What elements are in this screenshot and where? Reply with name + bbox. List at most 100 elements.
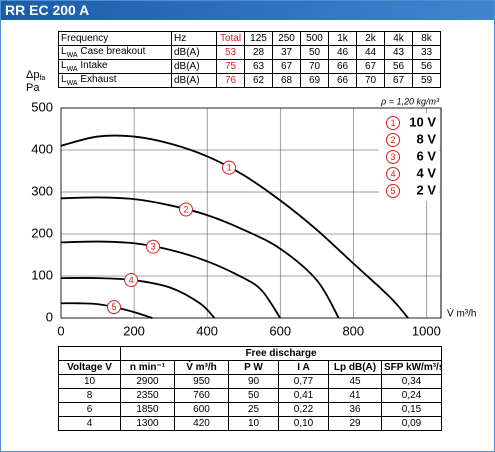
symbol-sub: WA xyxy=(66,66,78,73)
legend-marker-label: 5 xyxy=(390,186,395,196)
cell: 0,34 xyxy=(380,374,443,389)
cell: 56 xyxy=(412,59,441,74)
legend-label: 8 V xyxy=(416,131,436,146)
y-tick-label: 300 xyxy=(31,183,53,198)
row-name: Intake xyxy=(80,60,108,72)
cell: 56 xyxy=(384,59,413,74)
header-cell: P W xyxy=(228,360,279,375)
cell: 36 xyxy=(328,402,382,417)
y-axis-symbol: Δp xyxy=(26,69,39,81)
sound-table: Frequency Hz Total 125 250 500 1k 2k 4k 8k LWA Cas… xyxy=(58,31,441,88)
curve-marker-label: 3 xyxy=(151,242,156,252)
cell: 28 xyxy=(244,45,273,60)
curve xyxy=(60,302,153,319)
cell: 68 xyxy=(272,73,301,88)
cell: 67 xyxy=(384,73,413,88)
symbol: L xyxy=(61,74,67,86)
cell: 69 xyxy=(300,73,329,88)
header-cell: 8k xyxy=(412,31,441,46)
cell: 70 xyxy=(356,73,385,88)
header-cell: 250 xyxy=(272,31,301,46)
legend-label: 6 V xyxy=(416,148,436,163)
curve-marker-label: 1 xyxy=(227,163,232,173)
curve-marker-label: 5 xyxy=(111,302,116,312)
curve-marker xyxy=(106,300,121,315)
cell: 44 xyxy=(356,45,385,60)
cell: 45 xyxy=(328,374,382,389)
y-tick-label: 0 xyxy=(46,309,53,324)
symbol-sub: WA xyxy=(66,80,78,87)
cell: 43 xyxy=(384,45,413,60)
header-cell: Frequency xyxy=(58,31,172,46)
header-cell: 500 xyxy=(300,31,329,46)
header-cell: Hz xyxy=(171,31,217,46)
cell: 33 xyxy=(412,45,441,60)
curve-marker xyxy=(222,160,237,175)
title: RR EC 200 A xyxy=(5,2,90,18)
cell: 0,24 xyxy=(380,388,443,403)
cell: 67 xyxy=(356,59,385,74)
group-row: Free discharge xyxy=(58,346,443,361)
cell: dB(A) xyxy=(171,45,217,60)
cell: 600 xyxy=(174,402,229,417)
cell: 0,15 xyxy=(380,402,443,417)
legend-label: 2 V xyxy=(416,182,436,197)
cell: 29 xyxy=(328,416,382,431)
cell: 10 xyxy=(228,416,279,431)
row-name: Exhaust xyxy=(80,74,117,86)
curve-marker xyxy=(178,202,193,217)
cell: 1300 xyxy=(120,416,175,431)
legend-label: 4 V xyxy=(416,165,436,180)
legend-marker xyxy=(386,150,400,164)
cell: 4 xyxy=(58,416,121,431)
curve-marker xyxy=(124,273,139,288)
y-axis-label: Δpfa xyxy=(26,69,45,82)
curve-marker-label: 2 xyxy=(183,204,188,214)
row: 10 2900 950 90 0,77 45 0,34 xyxy=(58,374,443,389)
legend-marker-label: 2 xyxy=(390,135,395,145)
header-cell: Total xyxy=(216,31,245,46)
row: LWA Case breakout dB(A) 53 28 37 50 46 44 43 33 xyxy=(58,45,441,60)
cell: 8 xyxy=(58,388,121,403)
x-tick-label: 0 xyxy=(57,323,64,338)
row-name: Case breakout xyxy=(80,46,146,58)
cell: 950 xyxy=(174,374,229,389)
legend-marker xyxy=(386,167,400,181)
header-cell: 4k xyxy=(384,31,413,46)
cell: 53 xyxy=(216,45,245,60)
header-cell: 1k xyxy=(328,31,357,46)
cell: 6 xyxy=(58,402,121,417)
header-cell: Lp dB(A) xyxy=(328,360,382,375)
cell: 62 xyxy=(244,73,273,88)
x-tick-label: 400 xyxy=(196,323,218,338)
cell: 10 xyxy=(58,374,121,389)
curve-marker-label: 4 xyxy=(129,275,134,285)
cell: 50 xyxy=(300,45,329,60)
row: LWA Exhaust dB(A) 76 62 68 69 66 70 67 59 xyxy=(58,73,441,88)
legend-marker xyxy=(386,184,400,198)
curve-marker xyxy=(146,239,161,254)
cell: 70 xyxy=(300,59,329,74)
cell: 66 xyxy=(328,73,357,88)
cell: 50 xyxy=(228,388,279,403)
header-cell: I A xyxy=(278,360,329,375)
row: 6 1850 600 25 0,22 36 0,15 xyxy=(58,402,443,417)
y-tick-label: 400 xyxy=(31,141,53,156)
cell: 67 xyxy=(272,59,301,74)
cell: 46 xyxy=(328,45,357,60)
y-tick-label: 100 xyxy=(31,267,53,282)
x-tick-label: 600 xyxy=(269,323,291,338)
y-tick-label: 500 xyxy=(31,99,53,114)
cell: 0,09 xyxy=(380,416,443,431)
cell: 76 xyxy=(216,73,245,88)
cell: 1850 xyxy=(120,402,175,417)
symbol-sub: WA xyxy=(66,52,78,59)
x-tick-label: 800 xyxy=(342,323,364,338)
row: LWA Intake dB(A) 75 63 67 70 66 67 56 56 xyxy=(58,59,441,74)
row-label: LWA Intake xyxy=(58,59,172,74)
curve xyxy=(60,196,340,319)
cell: 2350 xyxy=(120,388,175,403)
curve xyxy=(60,134,409,319)
